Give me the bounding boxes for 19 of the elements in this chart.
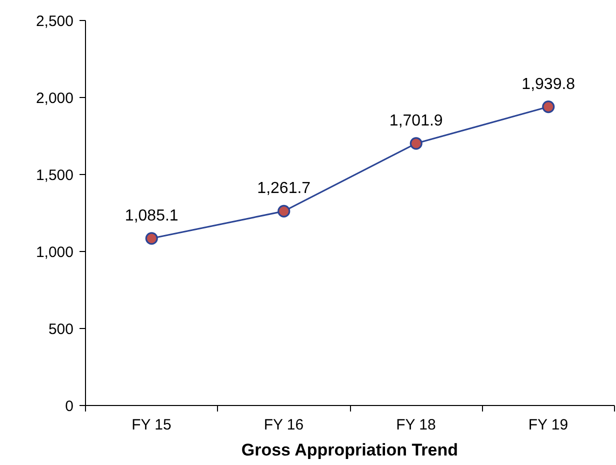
data-label: 1,085.1: [124, 207, 178, 224]
y-tick-label: 2,000: [36, 90, 74, 107]
data-label: 1,261.7: [257, 180, 311, 198]
point: [410, 137, 422, 150]
y-tick-label: 1,000: [36, 244, 74, 261]
data-label: 1,939.8: [522, 76, 576, 93]
y-tick-label: 1,500: [36, 167, 74, 184]
point: [278, 204, 290, 218]
x-tick-label: FY 16: [264, 416, 304, 434]
x-axis-title: Gross Appropriation Trend: [241, 440, 458, 460]
point: [145, 232, 158, 245]
x-tick-label: FY 19: [528, 416, 568, 434]
point: [542, 100, 555, 114]
y-tick-label: 500: [48, 321, 74, 338]
x-tick-label: FY 15: [132, 416, 172, 434]
y-tick-label: 0: [65, 398, 74, 415]
data-label: 1,701.9: [389, 112, 443, 130]
x-tick-label: FY 18: [396, 416, 436, 434]
y-tick-label: 2,500: [36, 13, 74, 30]
